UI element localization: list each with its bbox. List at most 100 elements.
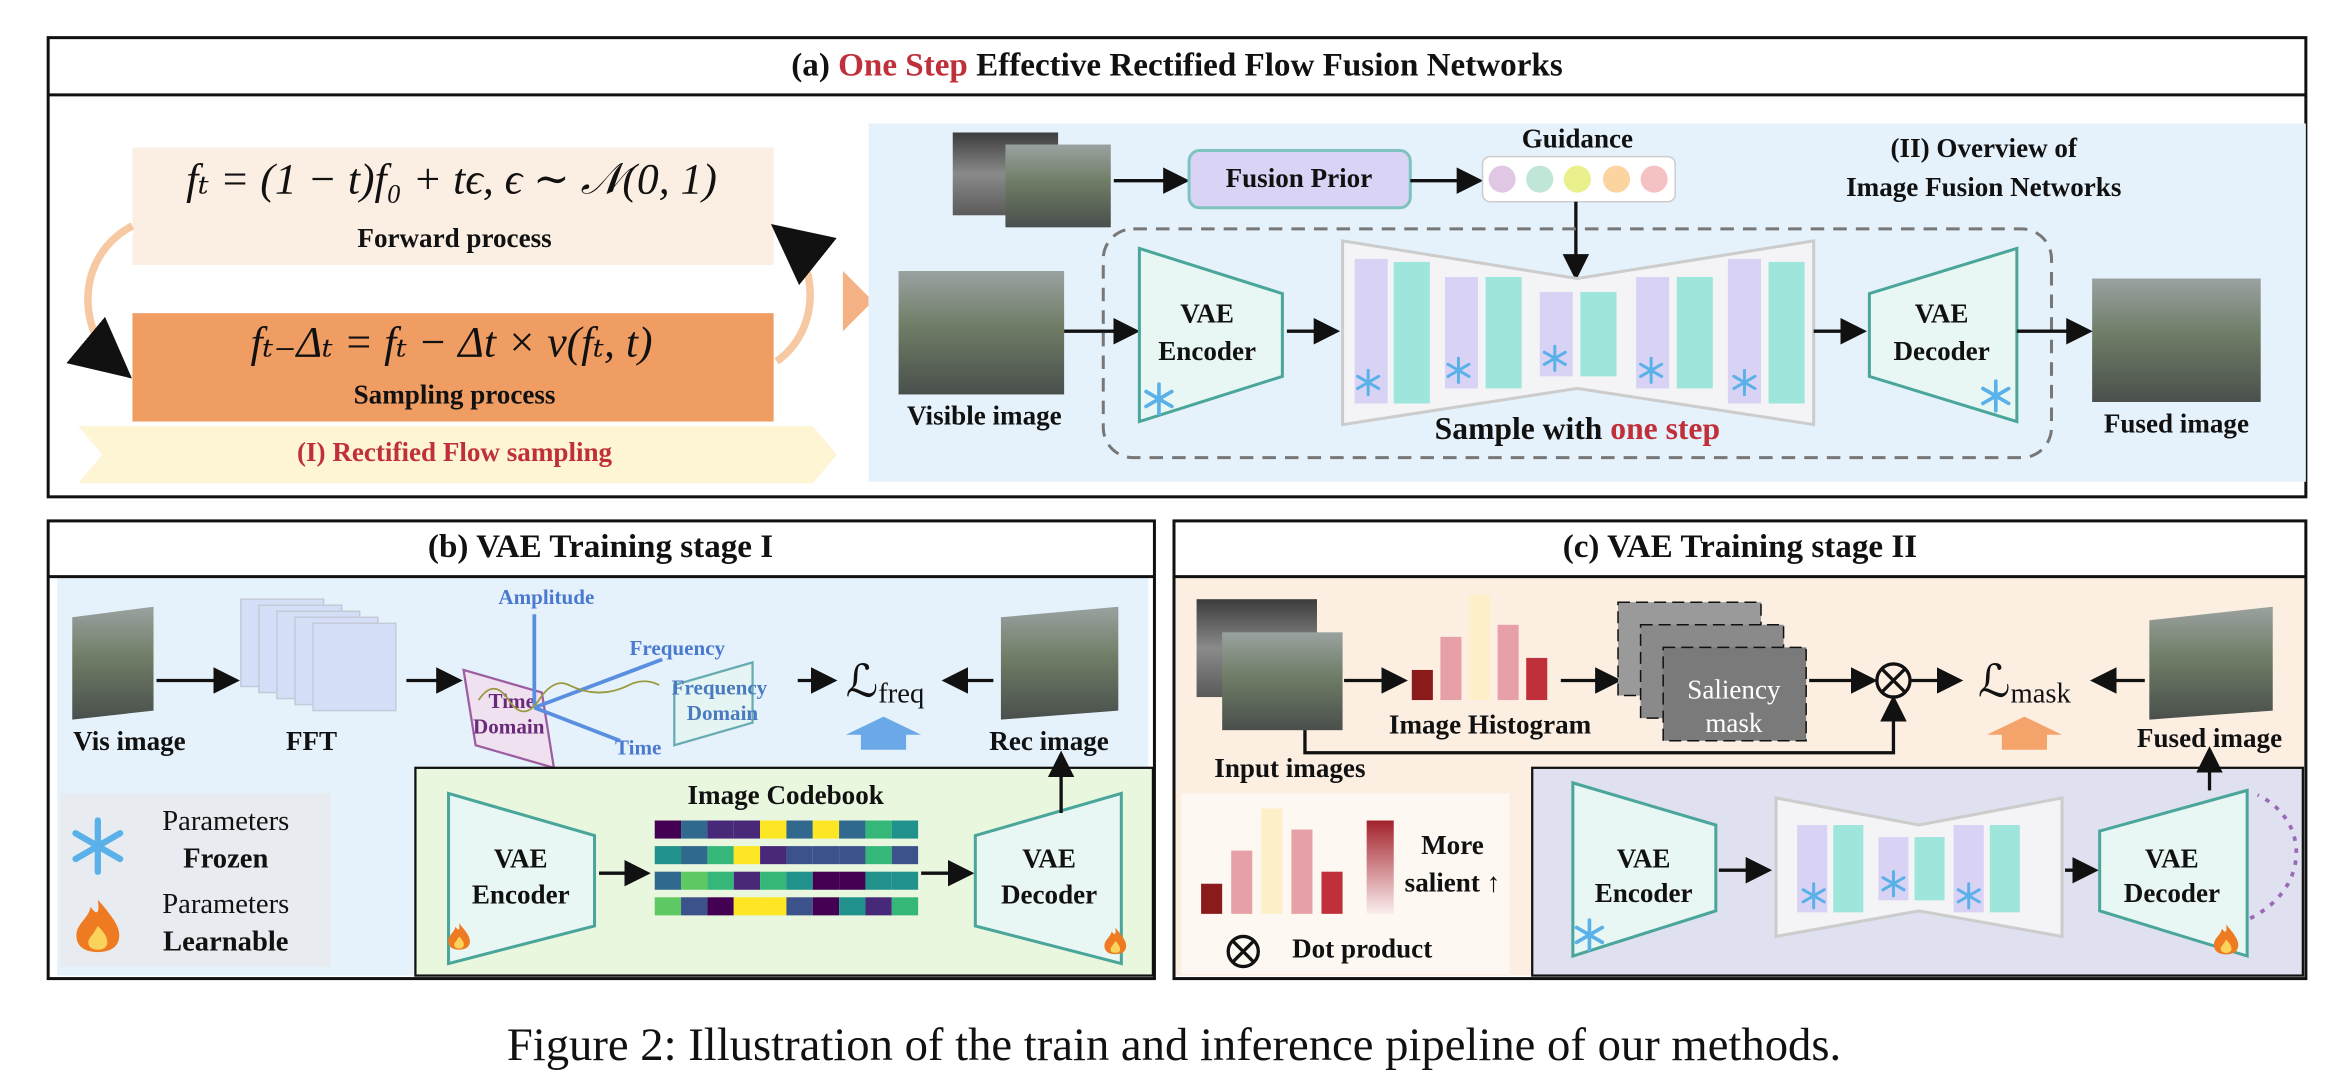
shape — [447, 791, 597, 966]
prefix: (a) — [791, 46, 830, 83]
shape — [1867, 246, 2019, 424]
highlight: one step — [1610, 411, 1720, 446]
shape — [1989, 825, 2020, 913]
shape — [66, 222, 135, 379]
panel-title: (a) One Step Effective Rectified Flow Fu… — [791, 46, 1563, 83]
shape — [891, 820, 919, 839]
shape — [865, 897, 892, 916]
guidance: Guidance — [1522, 124, 1633, 154]
encoder: Encoder — [1595, 878, 1693, 908]
decoder: Decoder — [1001, 880, 1097, 910]
prefix: Sample with — [1435, 411, 1603, 446]
symbol: ℒ — [846, 657, 879, 707]
encoder: VAE — [1180, 298, 1234, 328]
fusion-prior: Fusion Prior — [1226, 163, 1373, 193]
shape — [842, 270, 873, 332]
shape — [812, 897, 840, 916]
vis-image: Vis image — [73, 726, 186, 756]
shape — [1201, 883, 1223, 914]
shape — [891, 871, 919, 890]
shape — [1602, 165, 1631, 193]
shape — [1768, 261, 1805, 404]
shape — [1137, 246, 1284, 424]
shape — [760, 897, 787, 916]
title: (b) VAE Training stage I — [428, 528, 773, 565]
shape — [1469, 594, 1491, 701]
suffix: Effective Rectified Flow Fusion Networks — [976, 46, 1563, 83]
shape — [812, 871, 840, 890]
shape — [839, 871, 866, 890]
legend-histogram — [1201, 808, 1343, 914]
shape — [132, 147, 774, 265]
unet-blocks — [1354, 258, 1805, 404]
rec-image: Rec image — [989, 726, 1109, 756]
shape — [2098, 788, 2249, 959]
shape — [1526, 657, 1548, 701]
dot-product-symbol — [1226, 934, 1260, 969]
frozen: Parameters — [162, 806, 289, 837]
shape — [1261, 808, 1283, 914]
encoder: VAE — [1617, 843, 1671, 873]
subscript: mask — [2010, 678, 2071, 709]
shape — [2149, 606, 2273, 720]
loss-freq: ℒfreq — [846, 657, 925, 709]
sampling-equation: fₜ₋Δₜ = fₜ − Δt × v(fₜ, t) — [251, 318, 653, 366]
subscript: freq — [878, 678, 924, 709]
shape — [132, 313, 774, 422]
shape — [1986, 716, 2063, 750]
shape — [973, 791, 1123, 966]
fused-image: Fused image — [2137, 723, 2282, 753]
shape — [1101, 227, 2053, 460]
shape — [1797, 825, 1828, 913]
shape — [681, 897, 708, 916]
shape — [1662, 646, 1807, 742]
shape — [533, 705, 621, 743]
histogram — [1411, 594, 1548, 701]
shape — [654, 897, 682, 916]
fft: FFT — [286, 726, 337, 756]
loss-mask: ℒmask — [1978, 657, 2072, 709]
shape — [891, 846, 919, 865]
shape — [1833, 825, 1864, 913]
visible-image: Visible image — [907, 401, 1062, 431]
section-label: (I) Rectified Flow sampling — [297, 437, 613, 467]
shape — [1914, 837, 1945, 901]
shape — [1231, 939, 1255, 964]
time: Time — [615, 736, 661, 760]
shape — [1366, 820, 1394, 914]
shape — [681, 871, 708, 890]
more-salient: salient ↑ — [1405, 867, 1501, 897]
shape — [2092, 278, 2261, 402]
decoder: VAE — [2145, 843, 2199, 873]
shape — [1000, 606, 1119, 720]
title: (c) VAE Training stage II — [1563, 528, 1917, 565]
shape — [1526, 165, 1554, 193]
encoder: VAE — [494, 843, 548, 873]
symbol: ℒ — [1978, 657, 2011, 707]
frozen: Frozen — [183, 844, 268, 875]
shape — [1488, 165, 1516, 193]
shape — [1005, 144, 1111, 228]
shape — [72, 606, 154, 720]
fft-stack — [240, 598, 397, 712]
shape — [812, 846, 840, 865]
shape — [1440, 636, 1462, 701]
shape — [1571, 780, 1718, 959]
shape — [707, 820, 734, 839]
shape — [654, 820, 682, 839]
forward-equation: fₜ = (1 − t)f₀ + tϵ, ϵ ∼ 𝒩(0, 1) — [186, 156, 717, 204]
shape — [681, 820, 708, 839]
more-salient: More — [1421, 830, 1484, 860]
shape — [839, 820, 866, 839]
shape — [865, 846, 892, 865]
decoder: VAE — [1915, 298, 1969, 328]
codebook-grid — [654, 820, 919, 916]
caption: Figure 2: Illustration of the train and … — [507, 1019, 1841, 1071]
shape — [839, 897, 866, 916]
shape — [786, 820, 813, 839]
decoder: Decoder — [2124, 878, 2220, 908]
shape — [760, 871, 787, 890]
frequency: Frequency — [630, 636, 726, 660]
shape — [1222, 632, 1343, 731]
